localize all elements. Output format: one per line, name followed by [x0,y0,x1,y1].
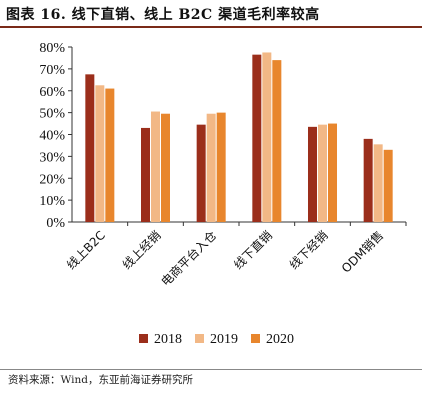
bar-2020 [272,60,282,222]
y-tick-label: 20% [39,172,65,187]
y-tick-label: 70% [39,63,65,78]
bar-2018 [363,138,373,222]
y-tick-label: 30% [39,150,65,165]
y-tick-label: 60% [39,85,65,100]
source-divider [0,369,422,370]
bar-2019 [206,113,216,222]
legend-swatch-2020 [251,334,260,343]
bar-2020 [216,112,226,222]
y-tick-label: 0% [46,216,65,231]
bar-2019 [262,52,272,222]
legend-label: 2018 [154,332,182,347]
legend-swatch-2018 [139,334,148,343]
legend-label: 2019 [210,332,238,347]
category-label: 线上B2C [64,228,108,272]
source-note: 资料来源：Wind，东亚前海证券研究所 [8,374,193,386]
bar-2018 [308,126,317,222]
y-tick-label: 10% [39,194,65,209]
y-tick-label: 80% [39,41,65,56]
category-label: 电商平台入仓 [158,228,220,290]
category-label: 线下经销 [287,228,331,272]
figure-title: 图表 16. 线下直销、线上 B2C 渠道毛利率较高 [6,7,320,23]
bar-chart: 0% 10% 20% 30% 40% 50% 60% 70% 80% 线上B2C 线上经销电商平台入… [39,41,407,347]
y-tick-label: 50% [39,107,65,122]
category-label: 线下直销 [231,228,275,272]
bar-2020 [161,113,170,222]
bar-2019 [151,111,160,222]
category-label: ODM销售 [338,228,386,276]
bar-2019 [318,124,327,222]
bar-2020 [105,88,115,222]
bar-2018 [252,54,262,222]
bar-2018 [196,124,206,222]
bar-2018 [141,127,150,222]
bar-2020 [383,149,393,222]
legend-label: 2020 [266,332,294,347]
legend-swatch-2019 [195,334,204,343]
title-divider [0,26,422,28]
bar-2019 [95,85,105,222]
bar-2019 [373,144,383,222]
bar-2018 [85,74,95,222]
category-label: 线上经销 [120,228,164,272]
y-tick-label: 40% [39,129,65,144]
bar-2020 [328,123,337,222]
